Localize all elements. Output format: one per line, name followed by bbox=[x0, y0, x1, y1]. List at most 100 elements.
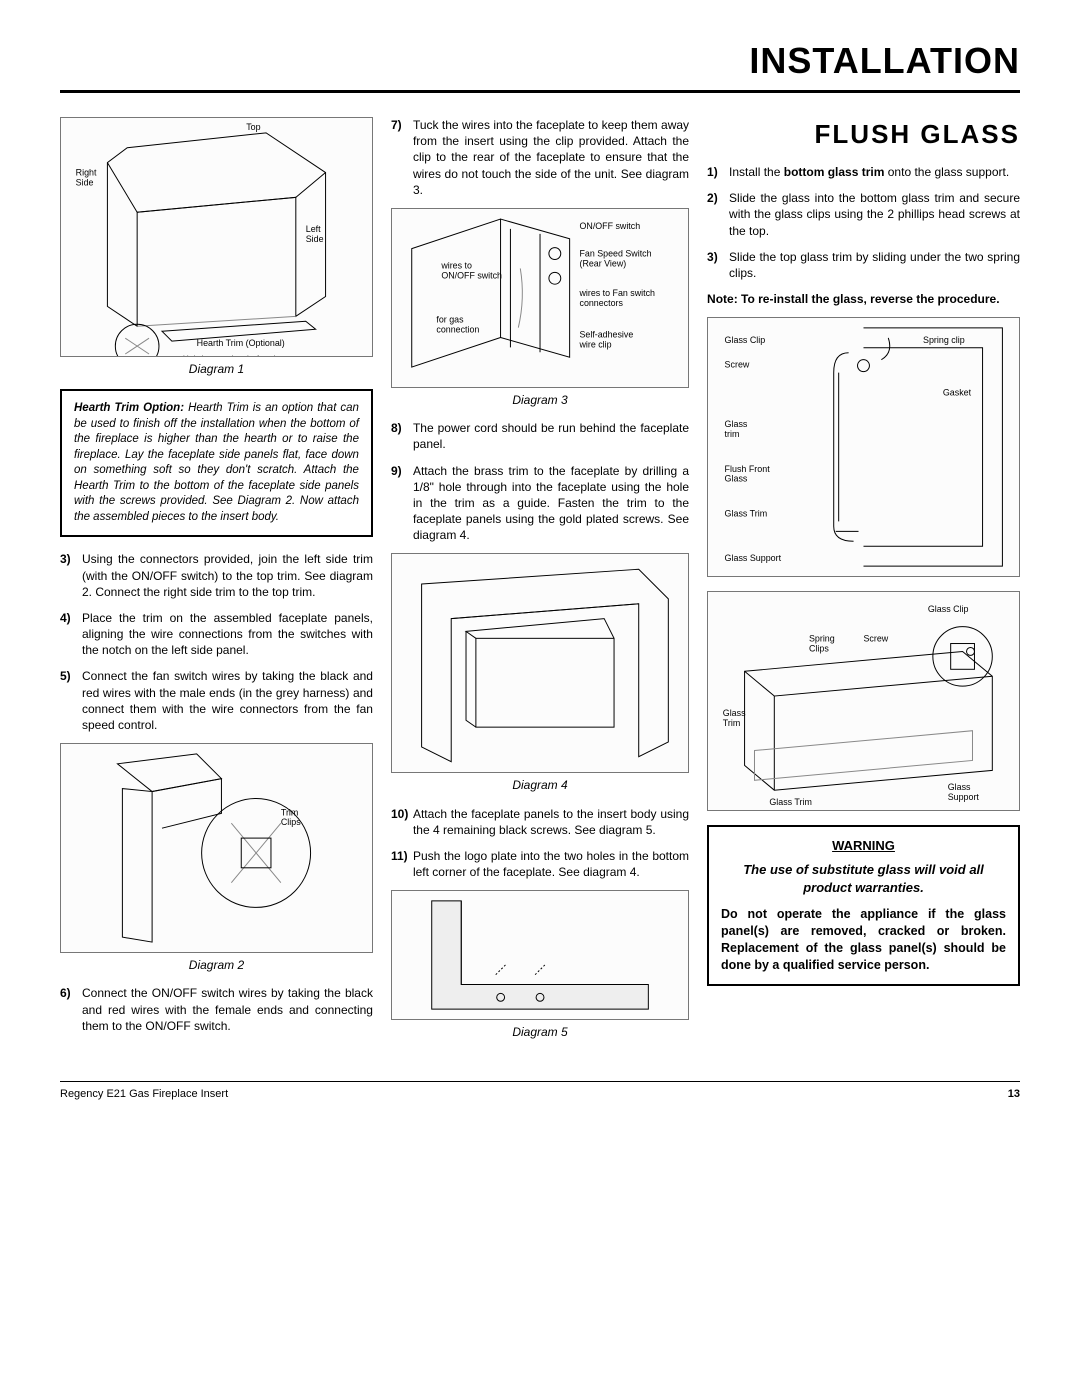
step-4-num: 4) bbox=[60, 610, 82, 659]
step-11-text: Push the logo plate into the two holes i… bbox=[413, 848, 689, 880]
warning-body: Do not operate the appliance if the glas… bbox=[721, 906, 1006, 974]
diagram-4-caption: Diagram 4 bbox=[391, 777, 689, 793]
fg-step-1-num: 1) bbox=[707, 164, 729, 180]
d1-label-top: Top bbox=[246, 122, 260, 132]
step-8-num: 8) bbox=[391, 420, 413, 452]
step-10-num: 10) bbox=[391, 806, 413, 838]
fg-step-2-num: 2) bbox=[707, 190, 729, 239]
d1-label-right2: Side bbox=[76, 177, 94, 187]
fg-step-1-text: Install the bottom glass trim onto the g… bbox=[729, 164, 1020, 180]
d3-l3b: ON/OFF switch bbox=[441, 270, 502, 280]
step-7-num: 7) bbox=[391, 117, 413, 198]
d3-l5b: connection bbox=[436, 324, 479, 334]
step-6-text: Connect the ON/OFF switch wires by takin… bbox=[82, 985, 373, 1034]
hearth-note-text: Hearth Trim is an option that can be use… bbox=[74, 402, 359, 523]
fg1-post: onto the glass support. bbox=[884, 165, 1009, 179]
dB-l5: Glass Trim bbox=[769, 797, 812, 807]
fg-reinstall-note: Note: To re-install the glass, reverse t… bbox=[707, 291, 1020, 307]
fg-step-3-text: Slide the top glass trim by sliding unde… bbox=[729, 249, 1020, 281]
hearth-note-lead: Hearth Trim Option: bbox=[74, 402, 184, 414]
dA-l1: Glass Clip bbox=[725, 335, 766, 345]
warning-box: WARNING The use of substitute glass will… bbox=[707, 825, 1020, 985]
diagram-4 bbox=[391, 553, 689, 773]
d3-l4: wires to Fan switch bbox=[578, 288, 655, 298]
step-9: 9) Attach the brass trim to the faceplat… bbox=[391, 463, 689, 544]
dA-l5: Glass bbox=[725, 420, 748, 430]
diagram-5 bbox=[391, 890, 689, 1020]
d1-label-left: Left bbox=[306, 224, 321, 234]
column-right: FLUSH GLASS 1) Install the bottom glass … bbox=[707, 117, 1020, 1053]
d3-l6: Self-adhesive bbox=[579, 329, 633, 339]
dA-l7: Glass Trim bbox=[725, 509, 768, 519]
step-3-num: 3) bbox=[60, 551, 82, 600]
diagram-1: Top Right Side Left Side Hearth Trim (Op… bbox=[60, 117, 373, 357]
page-footer: Regency E21 Gas Fireplace Insert 13 bbox=[60, 1081, 1020, 1100]
step-7-text: Tuck the wires into the faceplate to kee… bbox=[413, 117, 689, 198]
fg-step-2-text: Slide the glass into the bottom glass tr… bbox=[729, 190, 1020, 239]
dB-l6: Glass bbox=[948, 783, 971, 793]
column-left: Top Right Side Left Side Hearth Trim (Op… bbox=[60, 117, 373, 1053]
step-5: 5) Connect the fan switch wires by takin… bbox=[60, 668, 373, 733]
d3-l2: Fan Speed Switch bbox=[579, 248, 651, 258]
page-title: INSTALLATION bbox=[60, 40, 1020, 82]
step-10-text: Attach the faceplate panels to the inser… bbox=[413, 806, 689, 838]
dA-l4: Gasket bbox=[943, 388, 972, 398]
step-3: 3) Using the connectors provided, join t… bbox=[60, 551, 373, 600]
d3-l6b: wire clip bbox=[578, 339, 611, 349]
footer-left: Regency E21 Gas Fireplace Insert bbox=[60, 1088, 228, 1100]
step-6-num: 6) bbox=[60, 985, 82, 1034]
d3-l5: for gas bbox=[436, 315, 464, 325]
step-5-text: Connect the fan switch wires by taking t… bbox=[82, 668, 373, 733]
warning-lead: The use of substitute glass will void al… bbox=[721, 861, 1006, 896]
step-11-num: 11) bbox=[391, 848, 413, 880]
diagram-3: ON/OFF switch Fan Speed Switch (Rear Vie… bbox=[391, 208, 689, 388]
dB-l4: Glass bbox=[723, 708, 746, 718]
step-5-num: 5) bbox=[60, 668, 82, 733]
step-4: 4) Place the trim on the assembled facep… bbox=[60, 610, 373, 659]
hearth-trim-note: Hearth Trim Option: Hearth Trim is an op… bbox=[60, 389, 373, 537]
dB-l4b: Trim bbox=[723, 718, 740, 728]
step-9-text: Attach the brass trim to the faceplate b… bbox=[413, 463, 689, 544]
step-3-text: Using the connectors provided, join the … bbox=[82, 551, 373, 600]
dB-l6b: Support bbox=[948, 792, 980, 802]
d2-label-clips: Trim bbox=[281, 808, 298, 818]
step-9-num: 9) bbox=[391, 463, 413, 544]
step-10: 10) Attach the faceplate panels to the i… bbox=[391, 806, 689, 838]
d1-label-left2: Side bbox=[306, 234, 324, 244]
fg1-bold: bottom glass trim bbox=[784, 165, 885, 179]
dB-l3: Screw bbox=[864, 634, 889, 644]
dA-l2: Screw bbox=[725, 360, 750, 370]
column-layout: Top Right Side Left Side Hearth Trim (Op… bbox=[60, 117, 1020, 1053]
title-rule bbox=[60, 90, 1020, 93]
diagram-3-caption: Diagram 3 bbox=[391, 392, 689, 408]
step-8: 8) The power cord should be run behind t… bbox=[391, 420, 689, 452]
dA-l3: Spring clip bbox=[923, 335, 965, 345]
dA-l6b: Glass bbox=[725, 474, 748, 484]
step-6: 6) Connect the ON/OFF switch wires by ta… bbox=[60, 985, 373, 1034]
dA-l5b: trim bbox=[725, 429, 740, 439]
diagram-1-caption: Diagram 1 bbox=[60, 361, 373, 377]
fg-step-2: 2) Slide the glass into the bottom glass… bbox=[707, 190, 1020, 239]
dA-l6: Flush Front bbox=[725, 464, 771, 474]
d3-l4b: connectors bbox=[579, 298, 623, 308]
diagram-glass-section: Glass Clip Screw Spring clip Gasket Glas… bbox=[707, 317, 1020, 577]
diagram-5-caption: Diagram 5 bbox=[391, 1024, 689, 1040]
step-4-text: Place the trim on the assembled faceplat… bbox=[82, 610, 373, 659]
d3-l1: ON/OFF switch bbox=[579, 221, 640, 231]
dA-l8: Glass Support bbox=[725, 554, 782, 564]
d1-label-hearth: Hearth Trim (Optional) bbox=[197, 338, 285, 348]
step-11: 11) Push the logo plate into the two hol… bbox=[391, 848, 689, 880]
step-7: 7) Tuck the wires into the faceplate to … bbox=[391, 117, 689, 198]
step-8-text: The power cord should be run behind the … bbox=[413, 420, 689, 452]
footer-page-number: 13 bbox=[1008, 1088, 1020, 1100]
fg-step-1: 1) Install the bottom glass trim onto th… bbox=[707, 164, 1020, 180]
fg-step-3: 3) Slide the top glass trim by sliding u… bbox=[707, 249, 1020, 281]
warning-title: WARNING bbox=[721, 837, 1006, 855]
diagram-2-caption: Diagram 2 bbox=[60, 957, 373, 973]
dB-l2: Spring bbox=[809, 634, 835, 644]
fg1-pre: Install the bbox=[729, 165, 784, 179]
column-middle: 7) Tuck the wires into the faceplate to … bbox=[391, 117, 689, 1053]
d3-l2b: (Rear View) bbox=[579, 258, 626, 268]
diagram-2: Trim Clips bbox=[60, 743, 373, 953]
fg-step-3-num: 3) bbox=[707, 249, 729, 281]
